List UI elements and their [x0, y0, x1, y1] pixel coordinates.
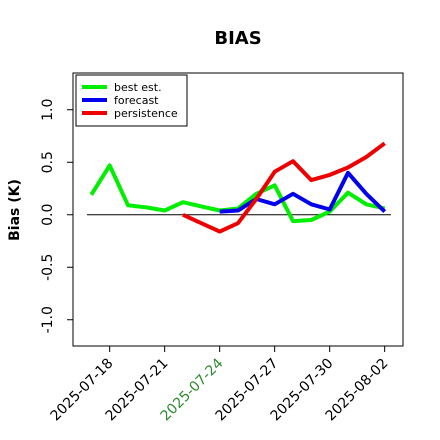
- legend-label-best-est: best est.: [114, 81, 162, 94]
- y-axis-ticks: -1.0 -0.5 0.0 0.5 1.0: [40, 99, 73, 333]
- y-tick-label: -1.0: [40, 306, 56, 333]
- x-axis-ticks: 2025-07-182025-07-212025-07-242025-07-27…: [48, 346, 391, 424]
- y-tick-label: 1.0: [40, 99, 56, 121]
- series-line-persistence: [182, 141, 386, 234]
- y-axis-label: Bias (K): [7, 179, 23, 241]
- series-line-best-est: [89, 163, 386, 224]
- y-tick-label: 0.5: [40, 151, 56, 173]
- legend-label-forecast: forecast: [114, 94, 159, 107]
- chart-title: BIAS: [214, 28, 261, 49]
- plot-area-frame: [72, 72, 404, 347]
- y-tick-label: 0.0: [40, 204, 56, 226]
- y-tick-label: -0.5: [40, 254, 56, 281]
- legend-label-persistence: persistence: [114, 107, 178, 120]
- series-line-forecast: [219, 170, 387, 214]
- series-lines: [89, 141, 387, 234]
